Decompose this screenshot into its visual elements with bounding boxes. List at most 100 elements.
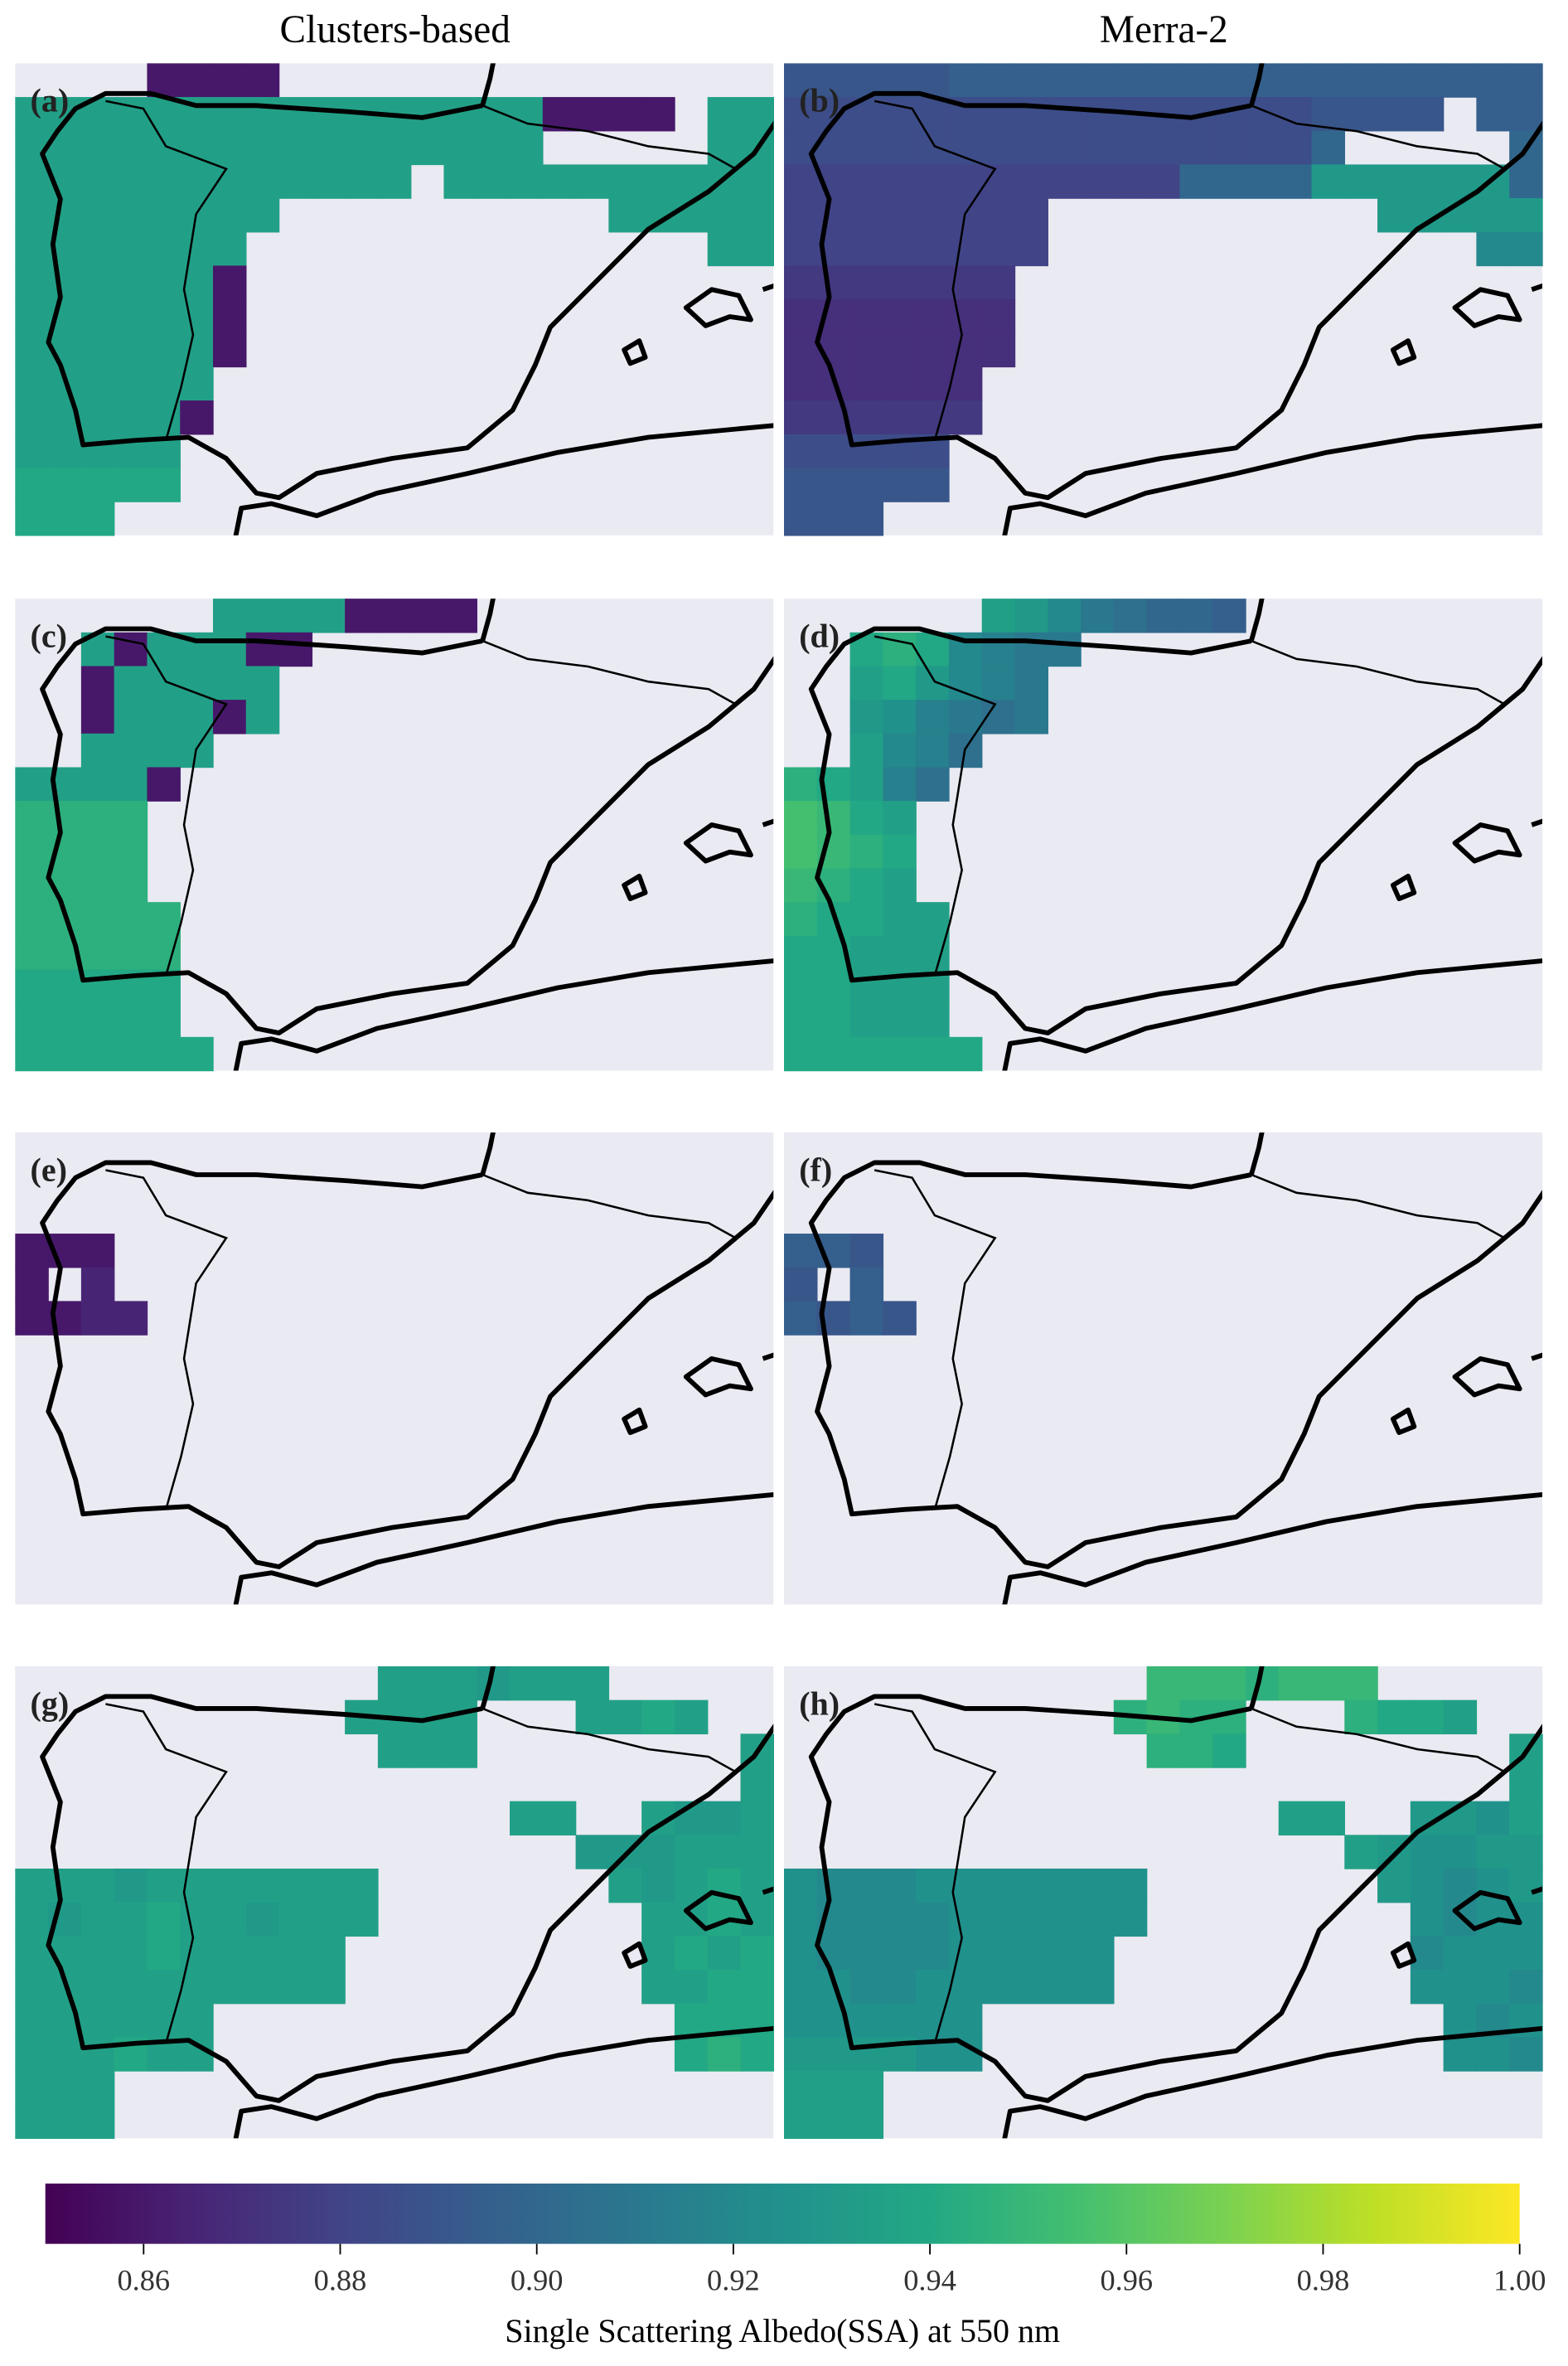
grid-cell: [278, 1902, 313, 1937]
grid-cell: [849, 1234, 884, 1268]
grid-cell: [948, 666, 983, 701]
grid-cell: [784, 63, 818, 98]
grid-cell: [1443, 1699, 1478, 1735]
grid-cell: [948, 1936, 983, 1971]
grid-cell: [575, 1699, 610, 1735]
grid-cell: [981, 1868, 1016, 1903]
grid-cell: [80, 801, 115, 836]
grid-cell: [15, 1936, 49, 1971]
grid-cell: [278, 164, 313, 199]
grid-cell: [180, 1902, 214, 1937]
map-panel: (c): [15, 599, 777, 1072]
grid-cell: [80, 366, 115, 401]
grid-cell: [1113, 63, 1148, 98]
grid-cell: [883, 2003, 917, 2039]
grid-cell: [114, 1936, 148, 1971]
grid-cell: [1278, 1801, 1313, 1836]
grid-cell: [849, 801, 884, 836]
grid-cell: [80, 332, 115, 368]
grid-cell: [114, 468, 148, 502]
grid-cell: [212, 599, 247, 633]
grid-cell: [278, 599, 313, 633]
grid-cell: [180, 332, 214, 368]
grid-cell: [849, 2070, 884, 2106]
grid-cell: [147, 265, 181, 300]
grid-cell: [1278, 130, 1313, 166]
grid-cell: [180, 299, 214, 334]
grid-cell: [114, 130, 148, 166]
grid-cell: [981, 666, 1016, 701]
grid-cell: [1410, 1835, 1445, 1869]
grid-cell: [1146, 1733, 1181, 1768]
grid-cell: [784, 1234, 818, 1268]
grid-cell: [1048, 164, 1082, 199]
grid-cell: [883, 935, 917, 971]
grid-cell: [575, 164, 610, 199]
grid-cell: [948, 2003, 983, 2039]
grid-cell: [707, 97, 742, 132]
grid-cell: [916, 299, 950, 334]
grid-cell: [849, 1936, 884, 1971]
grid-cell: [15, 1969, 49, 2005]
grid-cell: [1443, 1936, 1478, 1971]
grid-cell: [981, 332, 1016, 368]
grid-cell: [784, 1868, 818, 1903]
grid-cell: [245, 599, 280, 633]
grid-cell: [916, 902, 950, 937]
grid-cell: [1179, 1665, 1213, 1701]
grid-cell: [1344, 1665, 1378, 1701]
grid-cell: [1081, 1902, 1115, 1937]
grid-cell: [180, 63, 214, 98]
grid-cell: [1048, 599, 1082, 633]
grid-cell: [981, 1969, 1016, 2005]
grid-cell: [849, 231, 884, 267]
grid-cell: [1212, 63, 1246, 98]
grid-cell: [883, 1036, 917, 1072]
grid-cell: [312, 1969, 346, 2005]
grid-cell: [981, 299, 1016, 334]
grid-cell: [883, 1003, 917, 1038]
grid-cell: [1443, 1969, 1478, 2005]
grid-cell: [883, 1902, 917, 1937]
grid-cell: [15, 902, 49, 937]
grid-cell: [707, 231, 742, 267]
grid-cell: [707, 2037, 742, 2072]
grid-cell: [849, 767, 884, 802]
grid-cell: [114, 366, 148, 401]
grid-cell: [784, 97, 818, 132]
grid-cell: [345, 1902, 379, 1937]
grid-cell: [1146, 130, 1181, 166]
grid-cell: [849, 1969, 884, 2005]
grid-cell: [80, 231, 115, 267]
grid-cell: [1344, 164, 1378, 199]
grid-cell: [849, 366, 884, 401]
grid-cell: [1509, 1801, 1543, 1836]
column-title: Clusters-based: [280, 8, 511, 51]
map-panel: (e): [15, 1132, 777, 1605]
panel-label: (c): [31, 617, 67, 654]
grid-cell: [1509, 1936, 1543, 1971]
grid-cell: [916, 1003, 950, 1038]
grid-cell: [849, 1267, 884, 1302]
grid-cell: [816, 2070, 851, 2106]
grid-cell: [1377, 1868, 1411, 1903]
grid-cell: [1179, 164, 1213, 199]
grid-cell: [1443, 63, 1478, 98]
grid-cell: [883, 198, 917, 233]
grid-cell: [180, 400, 214, 435]
grid-cell: [1476, 63, 1510, 98]
grid-cell: [542, 1801, 577, 1836]
grid-cell: [883, 130, 917, 166]
grid-cell: [883, 700, 917, 735]
grid-cell: [883, 366, 917, 401]
grid-cell: [784, 1936, 818, 1971]
grid-cell: [916, 366, 950, 401]
grid-cell: [784, 468, 818, 502]
grid-cell: [981, 1936, 1016, 1971]
grid-cell: [80, 666, 115, 701]
grid-cell: [80, 1267, 115, 1302]
grid-cell: [1245, 130, 1280, 166]
grid-cell: [1344, 97, 1378, 132]
grid-cell: [1311, 63, 1345, 98]
grid-cell: [1146, 599, 1181, 633]
